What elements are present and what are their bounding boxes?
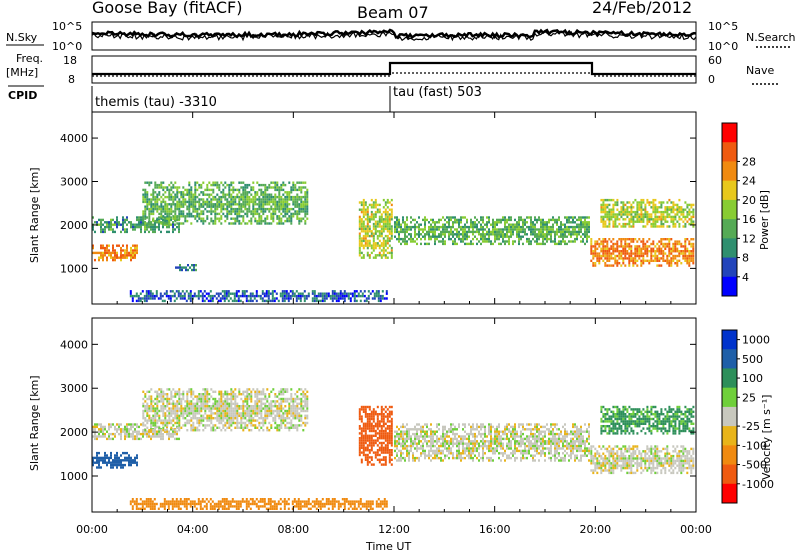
- freq-trace: [92, 63, 696, 74]
- echo-region: [142, 182, 308, 225]
- velocity-heatmap: [92, 388, 694, 510]
- power-colorbar-label: Power [dB]: [758, 190, 771, 250]
- nsky-label: N.Sky: [6, 31, 38, 44]
- power-heatmap: [92, 182, 694, 303]
- x-tick-label: 16:00: [479, 523, 511, 536]
- freq-tick-bottom: 8: [68, 73, 75, 86]
- echo-region: [92, 452, 138, 469]
- velocity-colorbar-label: Velocity [m s⁻¹]: [760, 395, 773, 480]
- colorbar-tick-label: 100: [742, 372, 763, 385]
- colorbar-segment: [722, 219, 737, 239]
- colorbar-segment: [722, 426, 737, 446]
- colorbar-segment: [722, 238, 737, 258]
- colorbar-segment: [722, 407, 737, 427]
- colorbar-segment: [722, 349, 737, 369]
- y-tick-label: 2000: [60, 426, 88, 439]
- date-title: 24/Feb/2012: [592, 0, 692, 17]
- time-axis: 00:00 04:00 08:00 12:00 16:00 20:00 00:00: [76, 112, 712, 536]
- power-colorbar: 4 8 12 16 20 24 28: [722, 123, 756, 297]
- nave-label: Nave: [746, 64, 774, 77]
- nsky-tick-top: 10^5: [52, 20, 82, 33]
- y-tick-label: 3000: [60, 176, 88, 189]
- y-tick-label: 3000: [60, 382, 88, 395]
- power-ylabel: Slant Range [km]: [28, 167, 41, 263]
- colorbar-segment: [722, 277, 737, 297]
- colorbar-segment: [722, 123, 737, 143]
- colorbar-tick-label: 8: [742, 252, 749, 265]
- colorbar-segment: [722, 200, 737, 220]
- freq-tick-top: 18: [63, 54, 77, 67]
- velocity-ylabel: Slant Range [km]: [28, 375, 41, 471]
- nave-tick-bottom: 0: [708, 73, 715, 86]
- y-tick-label: 4000: [60, 132, 88, 145]
- nave-tick-top: 60: [708, 54, 722, 67]
- colorbar-tick-label: 1000: [742, 334, 770, 347]
- y-tick-label: 2000: [60, 219, 88, 232]
- colorbar-segment: [722, 258, 737, 278]
- y-tick-label: 4000: [60, 338, 88, 351]
- station-title: Goose Bay (fitACF): [92, 0, 242, 17]
- time-axis-label: Time UT: [365, 540, 411, 553]
- cpid-label: CPID: [8, 89, 37, 102]
- colorbar-tick-label: 25: [742, 391, 756, 404]
- echo-region: [130, 290, 388, 302]
- echo-region: [142, 388, 308, 431]
- colorbar-segment: [722, 368, 737, 388]
- x-tick-label: 12:00: [378, 523, 410, 536]
- nsky-panel-frame: [92, 22, 696, 50]
- colorbar-tick-label: 24: [742, 175, 756, 188]
- echo-region: [590, 238, 694, 267]
- y-tick-label: 1000: [60, 262, 88, 275]
- colorbar-segment: [722, 445, 737, 465]
- x-tick-label: 00:00: [680, 523, 712, 536]
- x-tick-label: 20:00: [579, 523, 611, 536]
- freq-unit-label: [MHz]: [6, 66, 38, 79]
- freq-panel-frame: [92, 56, 696, 83]
- colorbar-tick-label: 16: [742, 213, 756, 226]
- echo-region: [394, 423, 590, 461]
- colorbar-tick-label: 500: [742, 353, 763, 366]
- colorbar-segment: [722, 142, 737, 162]
- echo-region: [600, 406, 694, 435]
- nsky-trace: [92, 30, 696, 37]
- colorbar-segment: [722, 484, 737, 504]
- y-tick-label: 1000: [60, 470, 88, 483]
- cpid-mode-2: tau (fast) 503: [393, 85, 482, 100]
- x-tick-label: 08:00: [277, 523, 309, 536]
- colorbar-tick-label: 12: [742, 232, 756, 245]
- echo-region: [175, 264, 197, 271]
- echo-region: [600, 199, 694, 228]
- nsky-tick-bottom: 10^0: [52, 40, 82, 53]
- nsearch-label: N.Search: [746, 31, 796, 44]
- echo-region: [130, 498, 388, 510]
- x-tick-label: 00:00: [76, 523, 108, 536]
- x-tick-label: 04:00: [177, 523, 209, 536]
- colorbar-segment: [722, 465, 737, 485]
- echo-region: [394, 216, 590, 245]
- nsearch-tick-bottom: 10^0: [708, 40, 738, 53]
- freq-label: Freq.: [16, 52, 43, 65]
- colorbar-segment: [722, 161, 737, 181]
- echo-region: [359, 406, 393, 466]
- colorbar-segment: [722, 181, 737, 201]
- colorbar-tick-label: 28: [742, 155, 756, 168]
- colorbar-tick-label: -25: [742, 420, 760, 433]
- colorbar-segment: [722, 330, 737, 350]
- beam-title: Beam 07: [357, 3, 429, 22]
- colorbar-segment: [722, 388, 737, 408]
- echo-region: [92, 245, 138, 262]
- echo-region: [359, 199, 393, 259]
- colorbar-tick-label: 4: [742, 271, 749, 284]
- echo-region: [590, 445, 694, 474]
- colorbar-tick-label: 20: [742, 194, 756, 207]
- cpid-mode-1: themis (tau) -3310: [95, 95, 217, 110]
- nsearch-tick-top: 10^5: [708, 20, 738, 33]
